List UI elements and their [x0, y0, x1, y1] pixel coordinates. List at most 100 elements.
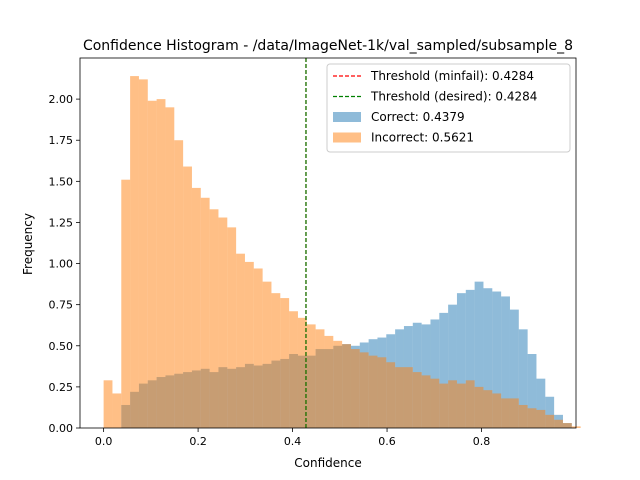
histogram-bar	[147, 100, 157, 428]
histogram-bar	[165, 107, 175, 428]
histogram-bar	[350, 349, 360, 428]
histogram-bar	[297, 317, 307, 428]
histogram-bar	[200, 197, 210, 428]
histogram-bar	[271, 293, 281, 428]
histogram-bar	[368, 355, 378, 428]
x-axis-label: Confidence	[294, 456, 361, 470]
histogram-bar	[465, 289, 475, 428]
y-tick-label: 1.50	[49, 175, 74, 188]
y-tick-label: 0.50	[49, 340, 74, 353]
x-tick-label: 0.6	[378, 435, 396, 448]
x-tick-label: 0.8	[473, 435, 491, 448]
legend-label: Threshold (desired): 0.4284	[370, 90, 537, 104]
histogram-bar	[377, 357, 387, 428]
series-incorrect	[103, 76, 581, 429]
histogram-bar	[412, 372, 422, 428]
y-tick-label: 1.75	[49, 134, 74, 147]
histogram-bar	[315, 329, 325, 428]
histogram-bar	[501, 296, 510, 428]
histogram-bar	[227, 227, 237, 428]
x-tick-label: 0.0	[95, 435, 113, 448]
y-axis: 0.00 0.25 0.50 0.75 1.00 1.25 1.50 1.75 2.00	[49, 93, 80, 435]
histogram-bar	[448, 304, 457, 428]
y-tick-label: 1.25	[49, 216, 74, 229]
histogram-bar	[262, 281, 272, 428]
legend-entry-correct: Correct: 0.4379	[333, 110, 465, 124]
histogram-bar	[253, 268, 263, 428]
histogram-bar	[138, 79, 148, 428]
histogram-bar	[333, 340, 343, 428]
histogram-bar	[518, 404, 528, 428]
histogram-bar	[439, 312, 449, 428]
plot-frame	[79, 57, 577, 429]
legend-label: Incorrect: 0.5621	[371, 131, 474, 145]
histogram-bar	[430, 378, 440, 428]
histogram-bar	[174, 140, 184, 428]
y-tick-label: 1.00	[49, 258, 74, 271]
histogram-bar	[439, 383, 449, 428]
histogram-bar	[448, 380, 457, 428]
histogram-bar	[112, 393, 122, 428]
histogram-bar	[236, 253, 245, 428]
legend-entry-desired: Threshold (desired): 0.4284	[333, 90, 537, 104]
histogram-bar	[209, 209, 219, 428]
legend-entry-minfail: Threshold (minfail): 0.4284	[333, 69, 534, 83]
y-tick-label: 0.25	[49, 381, 74, 394]
histogram-bar	[483, 390, 493, 428]
histogram-bar	[244, 261, 254, 428]
x-tick-label: 0.2	[189, 435, 207, 448]
y-tick-label: 0.75	[49, 299, 74, 312]
histogram-bar	[183, 166, 192, 429]
histogram-bar	[527, 354, 537, 428]
histogram-bar	[289, 311, 298, 428]
histogram-bar	[156, 99, 166, 428]
histogram-bar	[421, 375, 431, 428]
histogram-bar	[518, 329, 528, 428]
plot-area	[79, 57, 581, 429]
histogram-bar	[492, 393, 502, 428]
histogram-bar	[218, 217, 228, 428]
legend-swatch	[333, 132, 361, 143]
legend-box	[326, 63, 571, 153]
histogram-bar	[509, 309, 519, 428]
legend-entry-incorrect: Incorrect: 0.5621	[333, 131, 474, 145]
histogram-bar	[474, 281, 484, 428]
histogram-bar	[324, 335, 334, 428]
histogram-bar	[536, 409, 546, 428]
histogram-bar	[121, 179, 131, 428]
histogram-bar	[359, 352, 369, 428]
x-axis: 0.0 0.2 0.4 0.6 0.8	[95, 428, 490, 448]
histogram-bar	[545, 396, 555, 428]
histogram-bar	[501, 398, 510, 428]
legend: Threshold (minfail): 0.4284 Threshold (de…	[326, 63, 571, 153]
histogram-bar	[545, 414, 555, 428]
histogram-bar	[536, 378, 546, 428]
histogram-bar	[483, 288, 493, 428]
histogram-bar	[456, 383, 466, 428]
y-tick-label: 0.00	[49, 422, 74, 435]
x-tick-label: 0.4	[284, 435, 302, 448]
chart-title: Confidence Histogram - /data/ImageNet-1k…	[83, 38, 573, 54]
legend-swatch	[333, 112, 361, 122]
histogram-bar	[527, 408, 537, 428]
y-axis-label: Frequency	[21, 213, 35, 275]
histogram-bar	[130, 76, 139, 428]
histogram-bar	[306, 324, 316, 428]
legend-label: Correct: 0.4379	[371, 110, 465, 124]
histogram-bar	[474, 386, 484, 428]
histogram-bar	[456, 293, 466, 428]
legend-label: Threshold (minfail): 0.4284	[370, 69, 534, 83]
histogram-bar	[509, 398, 519, 428]
histogram-bar	[386, 362, 396, 428]
histogram-bar	[562, 423, 572, 428]
y-tick-label: 2.00	[49, 93, 74, 106]
histogram-bar	[280, 298, 290, 428]
histogram-bar	[342, 344, 351, 428]
histogram-bar	[403, 367, 413, 428]
histogram-bar	[191, 187, 201, 428]
histogram-bar	[554, 419, 563, 428]
histogram-bar	[395, 367, 404, 428]
histogram-bar	[103, 380, 113, 428]
histogram-bar	[492, 291, 502, 428]
